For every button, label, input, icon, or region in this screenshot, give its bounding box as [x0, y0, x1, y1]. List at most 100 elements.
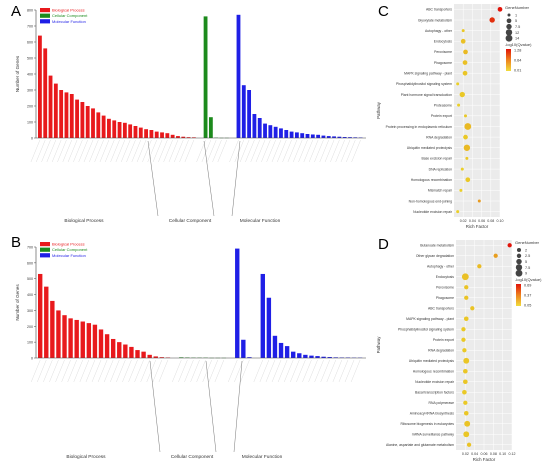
legend-swatch: [40, 247, 50, 252]
category-label-stub: [346, 139, 356, 163]
bar: [138, 127, 143, 138]
bar: [291, 351, 296, 358]
category-label-stub: [158, 139, 168, 163]
category-label-stub: [79, 359, 89, 383]
category-label-stub: [314, 139, 324, 163]
y-tick-label: 500: [27, 277, 33, 281]
category-label-stub: [271, 139, 282, 163]
x-tick-label: 0.08: [490, 452, 497, 456]
category-label-stub: [309, 139, 319, 163]
bar: [101, 115, 106, 138]
size-legend-label: 14: [515, 37, 519, 41]
size-legend-dot: [505, 34, 513, 42]
bar: [91, 108, 95, 138]
bar: [326, 136, 331, 138]
legend-label: Molecular Function: [52, 19, 86, 24]
group-label: Molecular Function: [242, 454, 283, 460]
bar: [80, 102, 85, 138]
bar: [176, 136, 180, 138]
category-label-stub: [57, 139, 67, 163]
size-legend-dot: [506, 18, 512, 24]
x-tick-label: 0.12: [509, 452, 516, 456]
bar: [147, 354, 152, 358]
category-label-stub: [338, 359, 349, 383]
group-divider: [233, 360, 243, 453]
category-label-stub: [308, 359, 318, 383]
bar: [86, 323, 92, 358]
category-label-stub: [31, 359, 41, 383]
pathway-label: Nucleotide excision repair: [415, 380, 455, 384]
kegg-bubble-chart-c: 0.02 0.04 0.06 0.08 0.10 ABC transporters Glyo…: [376, 4, 532, 229]
pathway-point: [462, 348, 467, 353]
x-tick-label: 0.10: [497, 219, 504, 223]
category-label-stub: [152, 139, 163, 163]
bar: [68, 318, 73, 358]
category-label-stub: [212, 139, 222, 163]
pathway-label: Homologous recombination: [413, 370, 454, 374]
category-label-stub: [351, 139, 361, 163]
legend-swatch: [40, 8, 50, 13]
pathway-point: [456, 82, 460, 86]
color-legend-title: -log10(Qvalue): [505, 42, 532, 47]
pathway-point: [464, 420, 471, 427]
pathway-label: Protein export: [431, 114, 452, 118]
category-label-stub: [30, 139, 41, 163]
bar: [59, 90, 64, 138]
size-legend-label: 7.5: [525, 266, 530, 270]
category-label-stub: [128, 359, 138, 383]
pathway-label: Phosphatidylinositol signaling system: [398, 328, 454, 332]
bar: [62, 315, 67, 358]
bar: [321, 356, 326, 358]
bar: [38, 35, 42, 138]
color-legend-label: 0.64: [514, 59, 521, 63]
pathway-point: [465, 177, 471, 183]
category-label-stub: [61, 359, 71, 383]
bar: [149, 130, 154, 138]
color-legend-bar: [516, 284, 521, 306]
pathway-point: [464, 123, 472, 130]
size-legend-dot: [505, 29, 513, 36]
category-label-stub: [158, 359, 169, 383]
y-tick-label: 300: [27, 89, 33, 93]
bar: [300, 133, 305, 138]
size-legend-dot: [516, 247, 522, 253]
size-legend-label: 12: [515, 31, 519, 35]
legend-swatch: [40, 253, 50, 258]
bar: [153, 356, 158, 358]
x-tick-label: 0.08: [487, 219, 494, 223]
bar: [279, 128, 283, 138]
category-label-stub: [266, 139, 276, 163]
bar: [75, 99, 79, 138]
bar: [170, 134, 175, 138]
legend-label: Cellular Component: [52, 247, 88, 252]
go-bar-chart-b: 0 100 200 300 400 500 600 700 Number of Genes Bio…: [15, 242, 366, 460]
category-label-stub: [122, 359, 132, 383]
bar: [247, 357, 252, 358]
pathway-point: [463, 134, 468, 140]
category-label-stub: [271, 359, 282, 383]
pathway-label: Aminoacyl-tRNA biosynthesis: [410, 412, 455, 416]
color-legend-label: 1.28: [514, 49, 521, 53]
pathway-point: [463, 357, 470, 364]
category-label-stub: [228, 359, 238, 383]
pathway-point: [470, 306, 475, 311]
pathway-point: [465, 156, 469, 160]
bar: [53, 83, 58, 138]
size-legend-dot: [515, 269, 523, 277]
bar: [160, 132, 164, 138]
bar: [110, 338, 116, 358]
bar: [289, 131, 294, 138]
bar: [316, 134, 321, 138]
category-label-stub: [179, 139, 189, 163]
bar: [56, 310, 61, 358]
bar: [38, 273, 43, 358]
pathway-label: ABC transporters: [426, 8, 452, 12]
pathway-point: [462, 389, 467, 395]
y-tick-label: 600: [27, 261, 33, 265]
category-label-stub: [293, 139, 303, 163]
bar: [107, 118, 111, 138]
y-axis-title: Pathway: [376, 101, 381, 119]
size-legend-label: 1: [515, 13, 517, 17]
pathway-label: Endocytosis: [436, 275, 455, 279]
category-label-stub: [115, 139, 125, 163]
